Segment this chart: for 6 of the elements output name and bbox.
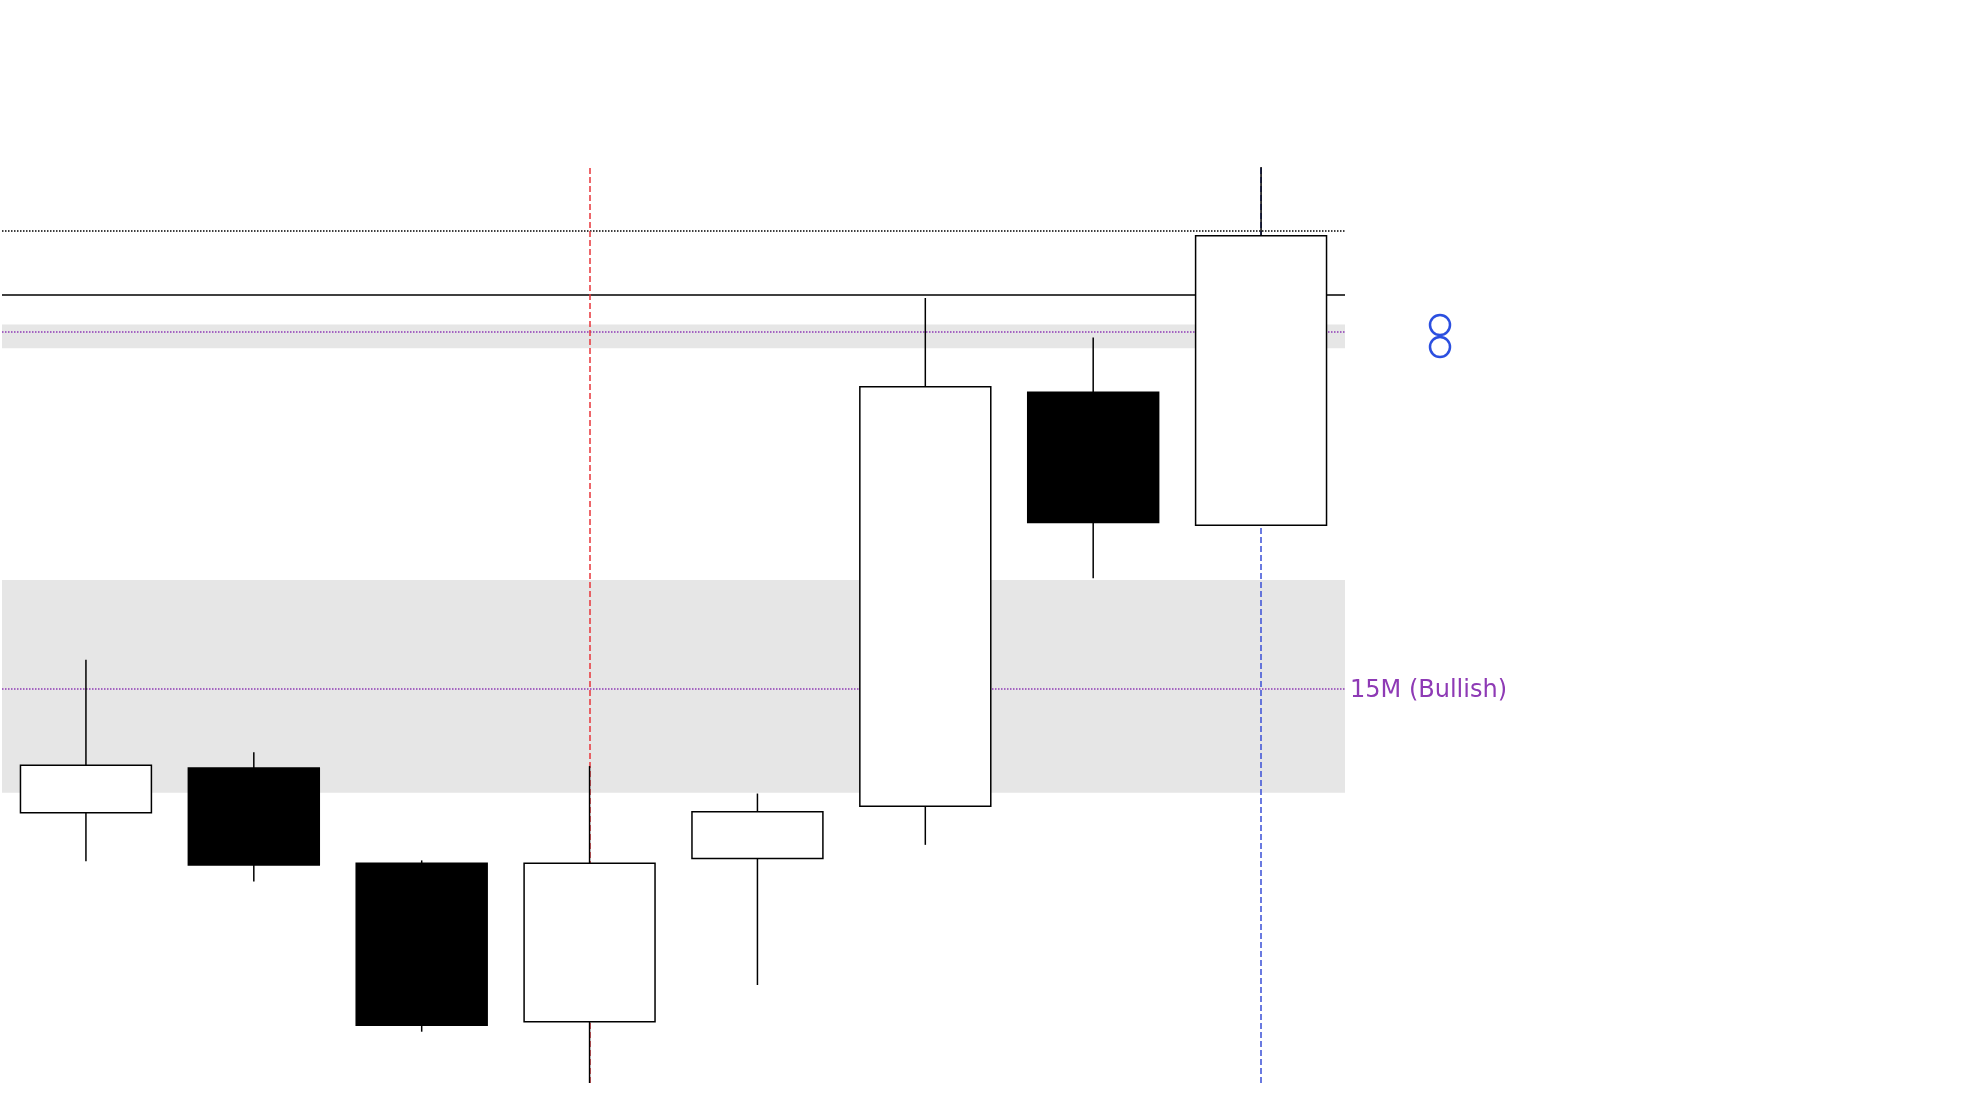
candlestick: [19, 659, 153, 863]
ref-line-label: 15M (Bullish): [1350, 675, 1507, 704]
candlestick: [691, 792, 824, 986]
candlestick: [859, 297, 992, 846]
candlestick: [1026, 336, 1160, 580]
candlestick: [187, 751, 321, 883]
